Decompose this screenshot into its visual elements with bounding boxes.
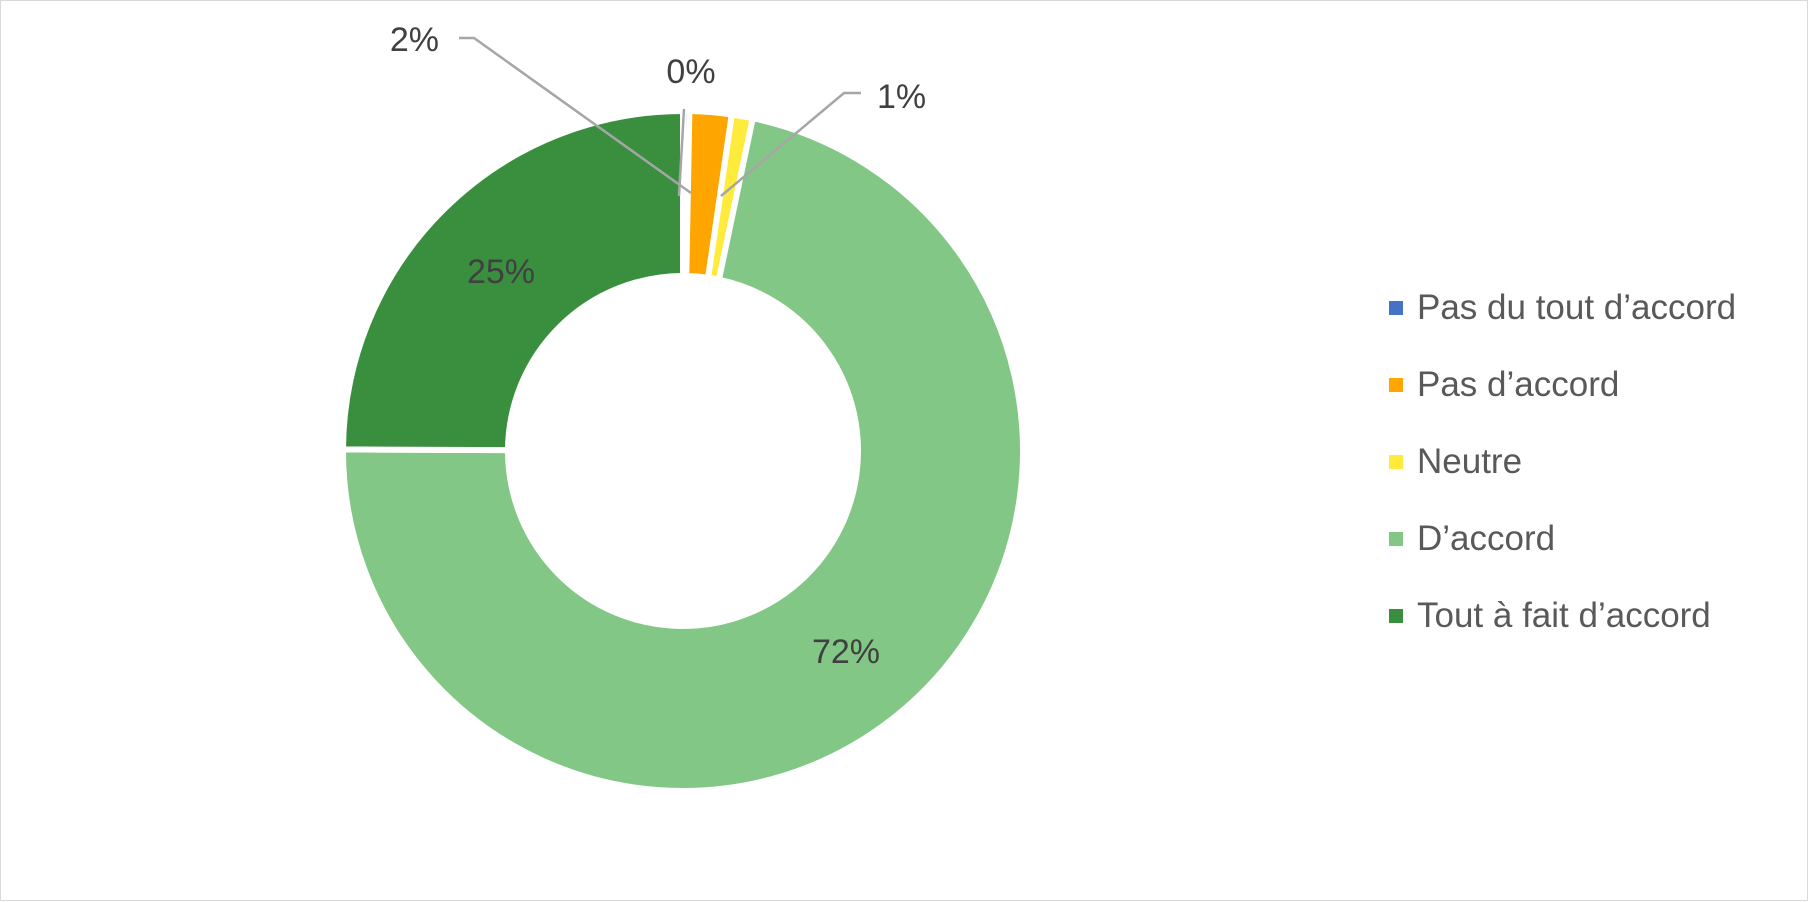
legend: Pas du tout d’accord Pas d’accord Neutre D’… — [1389, 269, 1736, 654]
legend-swatch-tout-a-fait-daccord — [1389, 608, 1403, 623]
legend-swatch-daccord — [1389, 531, 1403, 546]
legend-item-daccord: D’accord — [1389, 500, 1736, 577]
legend-swatch-pas-du-tout-daccord — [1389, 300, 1403, 315]
legend-item-tout-a-fait-daccord: Tout à fait d’accord — [1389, 577, 1736, 654]
legend-item-pas-du-tout-daccord: Pas du tout d’accord — [1389, 269, 1736, 346]
legend-label-tout-a-fait-daccord: Tout à fait d’accord — [1417, 595, 1711, 635]
legend-label-pas-daccord: Pas d’accord — [1417, 364, 1620, 404]
data-label-pas-du-tout-daccord: 0% — [666, 53, 715, 91]
legend-item-neutre: Neutre — [1389, 423, 1736, 500]
leader-line-pas-daccord — [459, 36, 692, 195]
legend-label-daccord: D’accord — [1417, 518, 1556, 558]
leader-line-neutre — [720, 91, 861, 197]
leader-line-pas-du-tout-daccord — [677, 108, 686, 197]
data-label-daccord: 72% — [812, 633, 880, 671]
legend-swatch-pas-daccord — [1389, 377, 1403, 392]
legend-label-neutre: Neutre — [1417, 441, 1523, 481]
legend-label-pas-du-tout-daccord: Pas du tout d’accord — [1417, 287, 1737, 327]
data-label-tout-a-fait-daccord: 25% — [467, 253, 535, 291]
legend-item-pas-daccord: Pas d’accord — [1389, 346, 1736, 423]
legend-swatch-neutre — [1389, 454, 1403, 469]
slice-daccord — [340, 114, 1026, 794]
data-label-neutre: 1% — [877, 78, 926, 116]
data-label-pas-daccord: 2% — [390, 21, 439, 59]
slice-tout-a-fait-daccord — [339, 107, 686, 454]
